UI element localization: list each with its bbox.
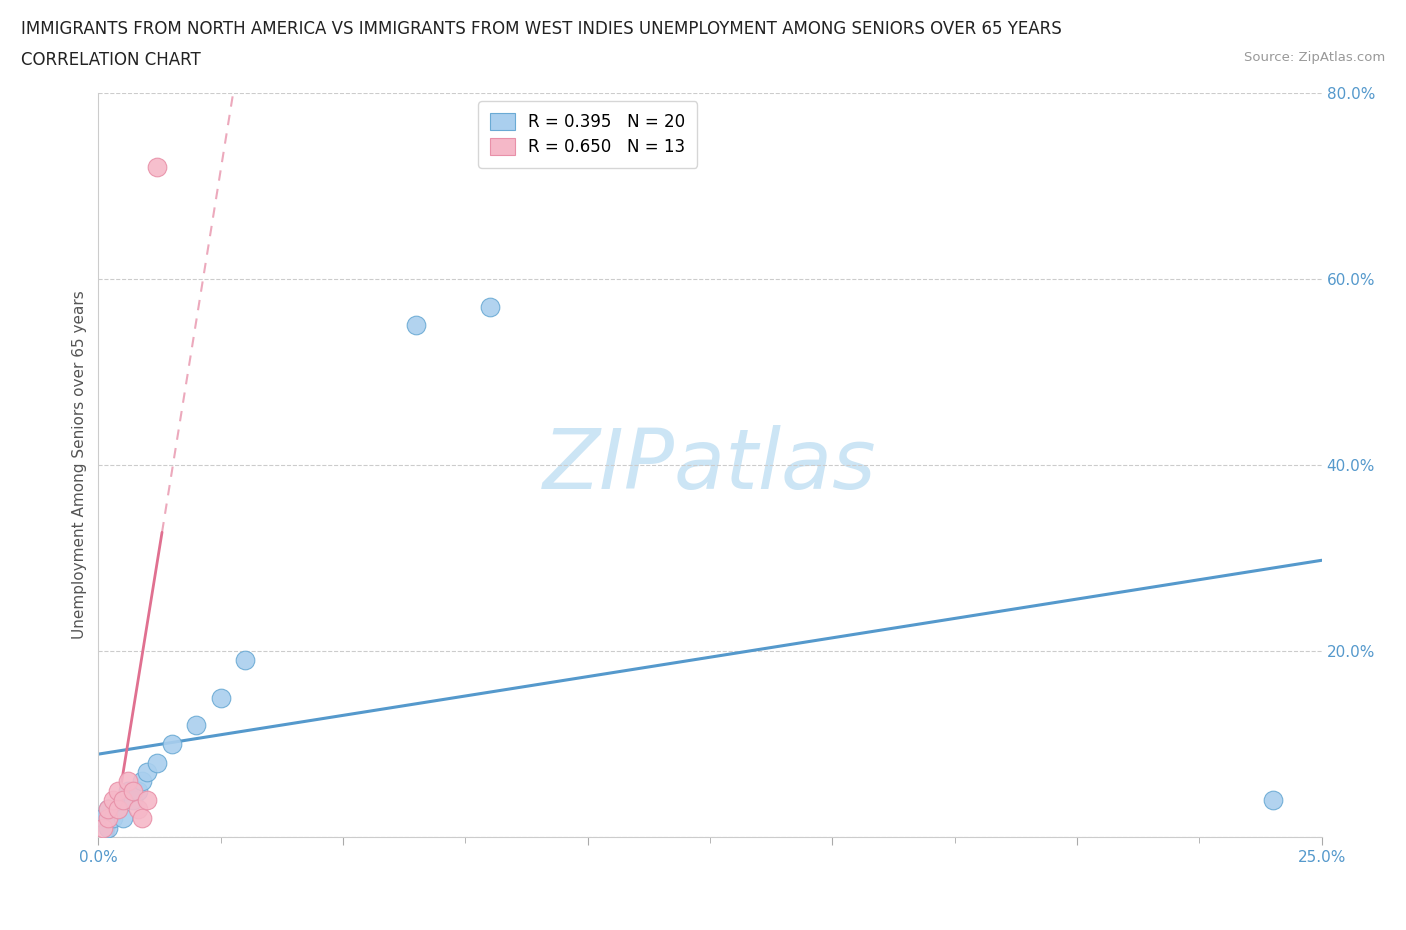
Point <box>111 792 134 807</box>
Point <box>127 783 149 798</box>
Point <box>97 811 120 826</box>
Point <box>131 811 153 826</box>
Point <box>478 299 501 314</box>
Point <box>111 811 134 826</box>
Point <box>91 811 114 826</box>
Y-axis label: Unemployment Among Seniors over 65 years: Unemployment Among Seniors over 65 years <box>72 291 87 640</box>
Point <box>97 820 120 835</box>
Point <box>117 783 139 798</box>
Text: IMMIGRANTS FROM NORTH AMERICA VS IMMIGRANTS FROM WEST INDIES UNEMPLOYMENT AMONG : IMMIGRANTS FROM NORTH AMERICA VS IMMIGRA… <box>21 20 1062 38</box>
Text: Source: ZipAtlas.com: Source: ZipAtlas.com <box>1244 51 1385 64</box>
Point <box>160 737 183 751</box>
Point <box>117 774 139 789</box>
Point <box>107 783 129 798</box>
Point <box>101 792 124 807</box>
Point <box>121 792 143 807</box>
Legend: R = 0.395   N = 20, R = 0.650   N = 13: R = 0.395 N = 20, R = 0.650 N = 13 <box>478 101 697 167</box>
Point <box>91 820 114 835</box>
Point <box>136 764 159 779</box>
Point <box>127 802 149 817</box>
Point <box>131 774 153 789</box>
Point <box>121 783 143 798</box>
Point <box>107 802 129 817</box>
Point <box>405 318 427 333</box>
Point <box>146 755 169 770</box>
Point <box>1261 792 1284 807</box>
Point <box>107 802 129 817</box>
Text: CORRELATION CHART: CORRELATION CHART <box>21 51 201 69</box>
Text: ZIPatlas: ZIPatlas <box>543 424 877 506</box>
Point <box>146 160 169 175</box>
Point <box>101 811 124 826</box>
Point <box>233 653 256 668</box>
Point <box>97 802 120 817</box>
Point <box>111 792 134 807</box>
Point <box>136 792 159 807</box>
Point <box>209 690 232 705</box>
Point <box>97 802 120 817</box>
Point <box>186 718 208 733</box>
